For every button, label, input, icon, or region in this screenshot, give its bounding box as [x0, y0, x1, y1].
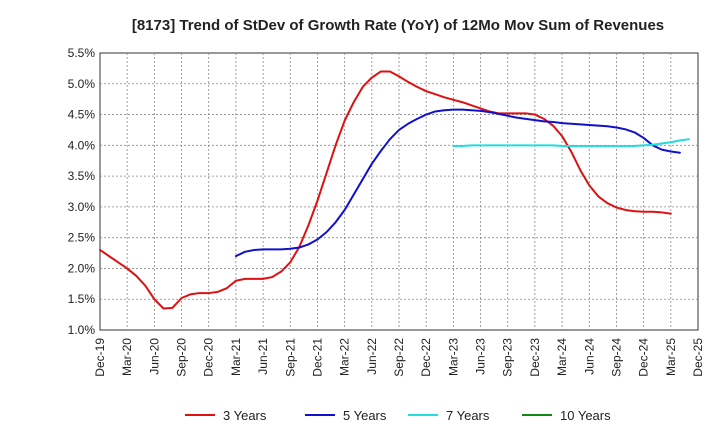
y-tick-label: 4.5%: [68, 108, 96, 122]
x-tick-label: Dec-19: [93, 338, 107, 377]
y-tick-label: 5.0%: [68, 77, 96, 91]
x-tick-label: Jun-22: [365, 338, 379, 375]
y-tick-label: 1.0%: [68, 323, 96, 337]
y-tick-label: 3.0%: [68, 200, 96, 214]
x-tick-label: Mar-24: [555, 338, 569, 376]
x-tick-label: Mar-21: [229, 338, 243, 376]
x-tick-label: Jun-23: [474, 338, 488, 375]
y-tick-label: 2.5%: [68, 231, 96, 245]
y-axis-ticks: 1.0% 1.5% 2.0% 2.5% 3.0% 3.5% 4.0% 4.5% 5.0% 5.5%: [68, 46, 96, 337]
x-tick-label: Jun-20: [147, 338, 161, 375]
x-tick-label: Dec-21: [310, 338, 324, 377]
legend-label-10-years: 10 Years: [560, 408, 611, 423]
y-tick-label: 2.0%: [68, 261, 96, 275]
x-tick-label: Sep-20: [175, 338, 189, 377]
x-axis-ticks: Dec-19 Mar-20 Jun-20 Sep-20 Dec-20 Mar-21 Jun-…: [93, 338, 705, 377]
plot-area: [99, 52, 699, 331]
x-tick-label: Jun-21: [256, 338, 270, 375]
x-tick-label: Sep-21: [283, 338, 297, 377]
legend-label-3-years: 3 Years: [223, 408, 267, 423]
series-lines: [99, 70, 690, 310]
x-tick-label: Sep-24: [609, 338, 623, 377]
legend-label-7-years: 7 Years: [446, 408, 490, 423]
x-tick-label: Dec-22: [419, 338, 433, 377]
chart-title: [8173] Trend of StDev of Growth Rate (Yo…: [132, 17, 664, 34]
series-line-7-years: [452, 138, 690, 147]
legend-label-5-years: 5 Years: [343, 408, 387, 423]
x-tick-label: Mar-22: [338, 338, 352, 376]
y-tick-label: 3.5%: [68, 169, 96, 183]
legend: 3 Years 5 Years 7 Years 10 Years: [185, 408, 611, 423]
x-tick-label: Jun-24: [582, 338, 596, 375]
x-tick-label: Mar-23: [446, 338, 460, 376]
y-tick-label: 5.5%: [68, 46, 96, 60]
x-tick-label: Dec-23: [528, 338, 542, 377]
x-tick-label: Mar-20: [120, 338, 134, 376]
x-tick-label: Dec-25: [691, 338, 705, 377]
y-tick-label: 1.5%: [68, 292, 96, 306]
x-tick-label: Sep-23: [501, 338, 515, 377]
series-line-3-years: [99, 70, 672, 310]
series-line-5-years: [234, 108, 681, 258]
y-tick-label: 4.0%: [68, 138, 96, 152]
x-tick-label: Sep-22: [392, 338, 406, 377]
x-tick-label: Dec-20: [202, 338, 216, 377]
x-tick-label: Mar-25: [664, 338, 678, 376]
x-tick-label: Dec-24: [637, 338, 651, 377]
